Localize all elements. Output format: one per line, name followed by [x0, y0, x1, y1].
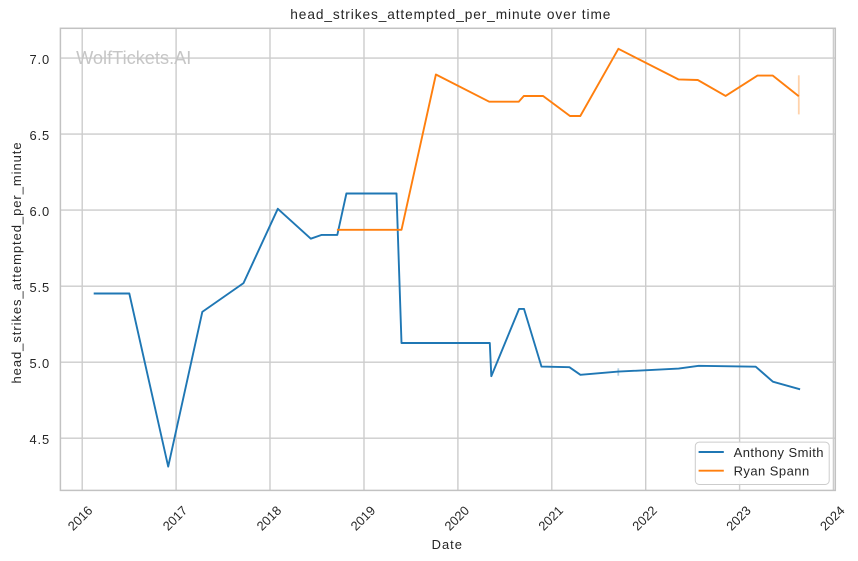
svg-text:7.0: 7.0: [30, 52, 50, 67]
svg-text:6.5: 6.5: [30, 128, 50, 143]
svg-text:2024: 2024: [817, 503, 848, 534]
svg-text:2016: 2016: [65, 503, 96, 534]
svg-text:2021: 2021: [535, 503, 566, 534]
svg-text:4.5: 4.5: [30, 432, 50, 447]
svg-text:2022: 2022: [629, 503, 660, 534]
svg-text:5.0: 5.0: [30, 356, 50, 371]
svg-text:2023: 2023: [723, 503, 754, 534]
svg-text:WolfTickets.AI: WolfTickets.AI: [76, 48, 191, 68]
svg-text:Ryan Spann: Ryan Spann: [734, 464, 810, 479]
svg-text:2017: 2017: [160, 503, 191, 534]
svg-text:Date: Date: [432, 537, 463, 552]
svg-text:2020: 2020: [441, 503, 472, 534]
svg-text:head_strikes_attempted_per_min: head_strikes_attempted_per_minute: [9, 141, 24, 383]
svg-text:2018: 2018: [253, 503, 284, 534]
svg-text:head_strikes_attempted_per_min: head_strikes_attempted_per_minute over t…: [290, 7, 611, 22]
svg-text:2019: 2019: [347, 503, 378, 534]
svg-text:Anthony Smith: Anthony Smith: [734, 445, 824, 460]
svg-text:6.0: 6.0: [30, 204, 50, 219]
svg-text:5.5: 5.5: [30, 280, 50, 295]
